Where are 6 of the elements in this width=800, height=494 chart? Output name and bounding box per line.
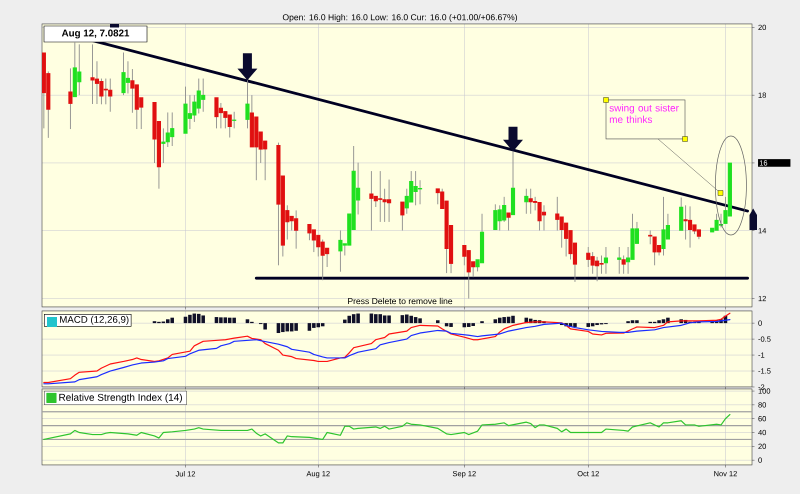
annotation: Press Delete to remove line (348, 298, 452, 304)
annotation: swing out sister me thinks (609, 104, 679, 123)
legend-label: Relative Strength Index (14) (59, 394, 182, 403)
chart-title: MACD (12,26,9) (60, 316, 128, 325)
chart-subtitle: Open: 16.0 High: 16.0 Low: 16.0 Cur: 16.0 (+01.00/+06.67%) (282, 14, 518, 22)
annotation: Aug 12, 7.0821 (62, 30, 130, 38)
